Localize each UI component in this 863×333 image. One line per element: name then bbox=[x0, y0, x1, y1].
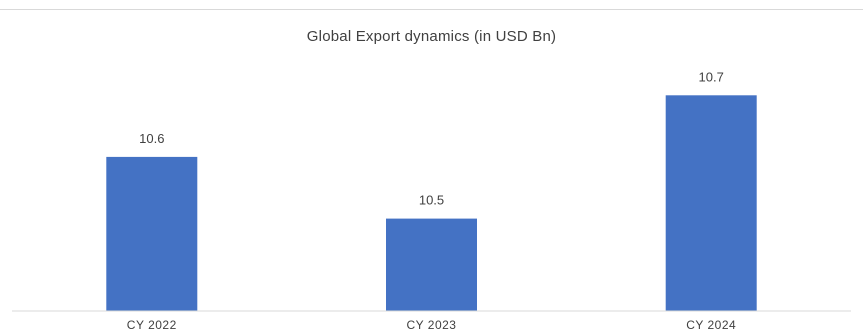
data-label-2: 10.5 bbox=[419, 193, 444, 208]
data-label-3: 10.7 bbox=[699, 69, 724, 84]
x-tick-label-3: CY 2024 bbox=[686, 318, 736, 332]
chart-title: Global Export dynamics (in USD Bn) bbox=[306, 28, 557, 45]
bar-3 bbox=[665, 95, 757, 311]
top-divider bbox=[0, 9, 863, 10]
bar-2 bbox=[386, 218, 477, 311]
bar-1 bbox=[106, 156, 198, 311]
bars-layer bbox=[106, 95, 757, 311]
data-label-1: 10.6 bbox=[139, 131, 164, 146]
x-tick-label-1: CY 2022 bbox=[127, 318, 177, 332]
labels-layer: 10.6 CY 2022 10.5 CY 2023 10.7 CY 2024 bbox=[127, 69, 736, 332]
x-tick-label-2: CY 2023 bbox=[407, 318, 457, 332]
